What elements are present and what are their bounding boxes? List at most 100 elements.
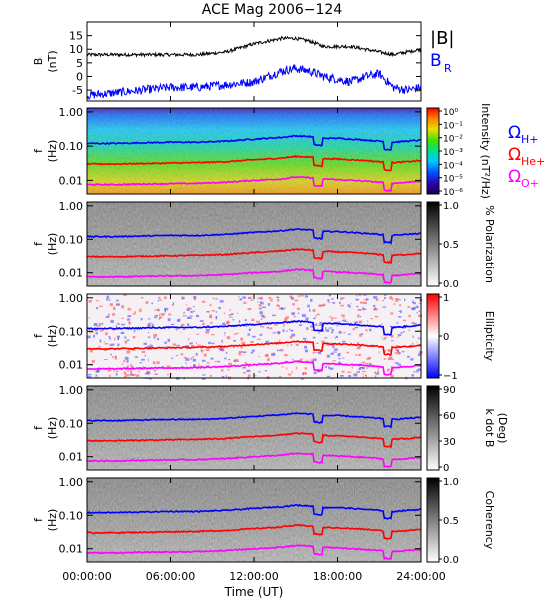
ellipticity-speckle [363,308,367,310]
ellipticity-speckle [233,333,237,335]
ellipticity-speckle [416,312,418,314]
ellipticity-speckle [139,362,143,364]
ellipticity-speckle [112,356,114,358]
power-spectrum-colorbar-tick-label: 10⁰ [443,108,458,118]
ellipticity-speckle [212,297,215,300]
ellipticity-speckle [366,298,369,301]
legend-entry-omega: Ω [508,123,521,143]
ellipticity-speckle [259,311,263,315]
ellipticity-speckle [258,307,262,310]
ellipticity-speckle [410,358,414,361]
ellipticity-speckle [260,318,263,321]
ellipticity-speckle [418,314,422,317]
magnetic-field-series-line [86,35,422,58]
ellipticity-speckle [227,359,231,361]
power-spectrum-ytick-label: 0.10 [59,140,84,153]
ellipticity-speckle [133,329,136,333]
ellipticity-speckle [221,339,223,343]
ellipticity-speckle [343,331,346,334]
ellipticity-speckle [292,303,295,306]
ellipticity-speckle [362,371,366,373]
ellipticity-speckle [156,361,160,365]
ellipticity-speckle [142,366,145,369]
legend-entry-omega-subscript: He+ [521,155,545,168]
ellipticity-speckle [330,352,334,355]
ellipticity-speckle [127,307,130,311]
ellipticity-speckle [286,344,289,346]
ellipticity-speckle [415,305,419,309]
ellipticity-speckle [112,313,116,316]
ellipticity-speckle [356,305,359,308]
ellipticity-speckle [413,302,416,305]
ellipticity-speckle [121,317,124,319]
ellipticity-speckle [335,335,338,338]
ellipticity-speckle [328,327,332,329]
ellipticity-speckle [229,309,231,312]
ellipticity-speckle [259,301,262,305]
ellipticity-speckle [219,347,223,351]
power-spectrum-cyclotron-curve [86,175,422,192]
ellipticity-speckle [139,308,141,310]
ellipticity-speckle [338,330,342,334]
ellipticity-speckle [225,374,227,378]
ellipticity-speckle [357,342,359,345]
ellipticity-speckle [222,322,226,325]
ellipticity-speckle [297,295,301,297]
ellipticity-speckle [105,315,109,318]
ellipticity-speckle [306,359,308,362]
ellipticity-speckle [95,376,99,378]
ellipticity-speckle [348,333,351,335]
ellipticity-speckle [292,314,295,316]
power-spectrum-cyclotron-curve [86,154,422,172]
ellipticity-speckle [96,325,99,327]
ellipticity-speckle [257,301,259,303]
ellipticity-speckle [153,370,157,372]
ellipticity-speckle [364,374,367,376]
ellipticity-speckle [407,306,410,308]
polarization-colorbar-tick-label: 0.5 [443,240,459,251]
ellipticity-speckle [141,358,145,361]
ellipticity-speckle [114,337,116,341]
ellipticity-speckle [398,316,402,318]
ellipticity-speckle [351,366,353,369]
ellipticity-speckle [131,348,136,351]
polarization-cyclotron-curve [86,227,422,245]
ellipticity-speckle [354,326,359,329]
ellipticity-speckle [315,314,317,317]
ellipticity-speckle [147,358,149,362]
ellipticity-speckle [126,366,128,369]
ellipticity-speckle [334,337,337,339]
k-dot-b-colorbar-label: k dot B [483,409,496,448]
ellipticity-speckle [331,378,334,380]
coherency-ytick-label: 1.00 [59,476,84,489]
ellipticity-speckle [395,299,399,302]
ellipticity-speckle [220,369,224,372]
ellipticity-speckle [334,348,338,351]
ellipticity-speckle [362,307,365,311]
ellipticity-speckle [180,323,185,327]
ellipticity-speckle [130,308,132,311]
polarization-cyclotron-curve [86,247,422,265]
ellipticity-speckle [202,300,206,303]
ellipticity-speckle [180,353,184,356]
ellipticity-speckle [299,324,302,327]
polarization-panel: 1.00 0.10 0.01 f (Hz) 1.0 0.5 0.0 % Polarization [32,200,496,290]
ellipticity-speckle [221,376,225,378]
ellipticity-speckle [299,358,303,360]
ellipticity-speckle [300,377,304,380]
ellipticity-speckle [291,359,294,361]
ellipticity-speckle [201,377,206,380]
ellipticity-speckle [408,314,411,318]
ellipticity-speckle [390,334,394,338]
ellipticity-speckle [243,301,247,304]
ellipticity-speckle [324,327,327,330]
ellipticity-speckle [161,313,165,316]
ellipticity-speckle [365,329,368,332]
ellipticity-speckle [292,312,295,314]
ellipticity-speckle [243,371,246,374]
ellipticity-speckle [189,315,193,317]
ellipticity-speckle [239,298,243,301]
ellipticity-speckle [331,332,333,334]
ellipticity-speckle [373,296,378,299]
ellipticity-speckle [195,352,198,356]
